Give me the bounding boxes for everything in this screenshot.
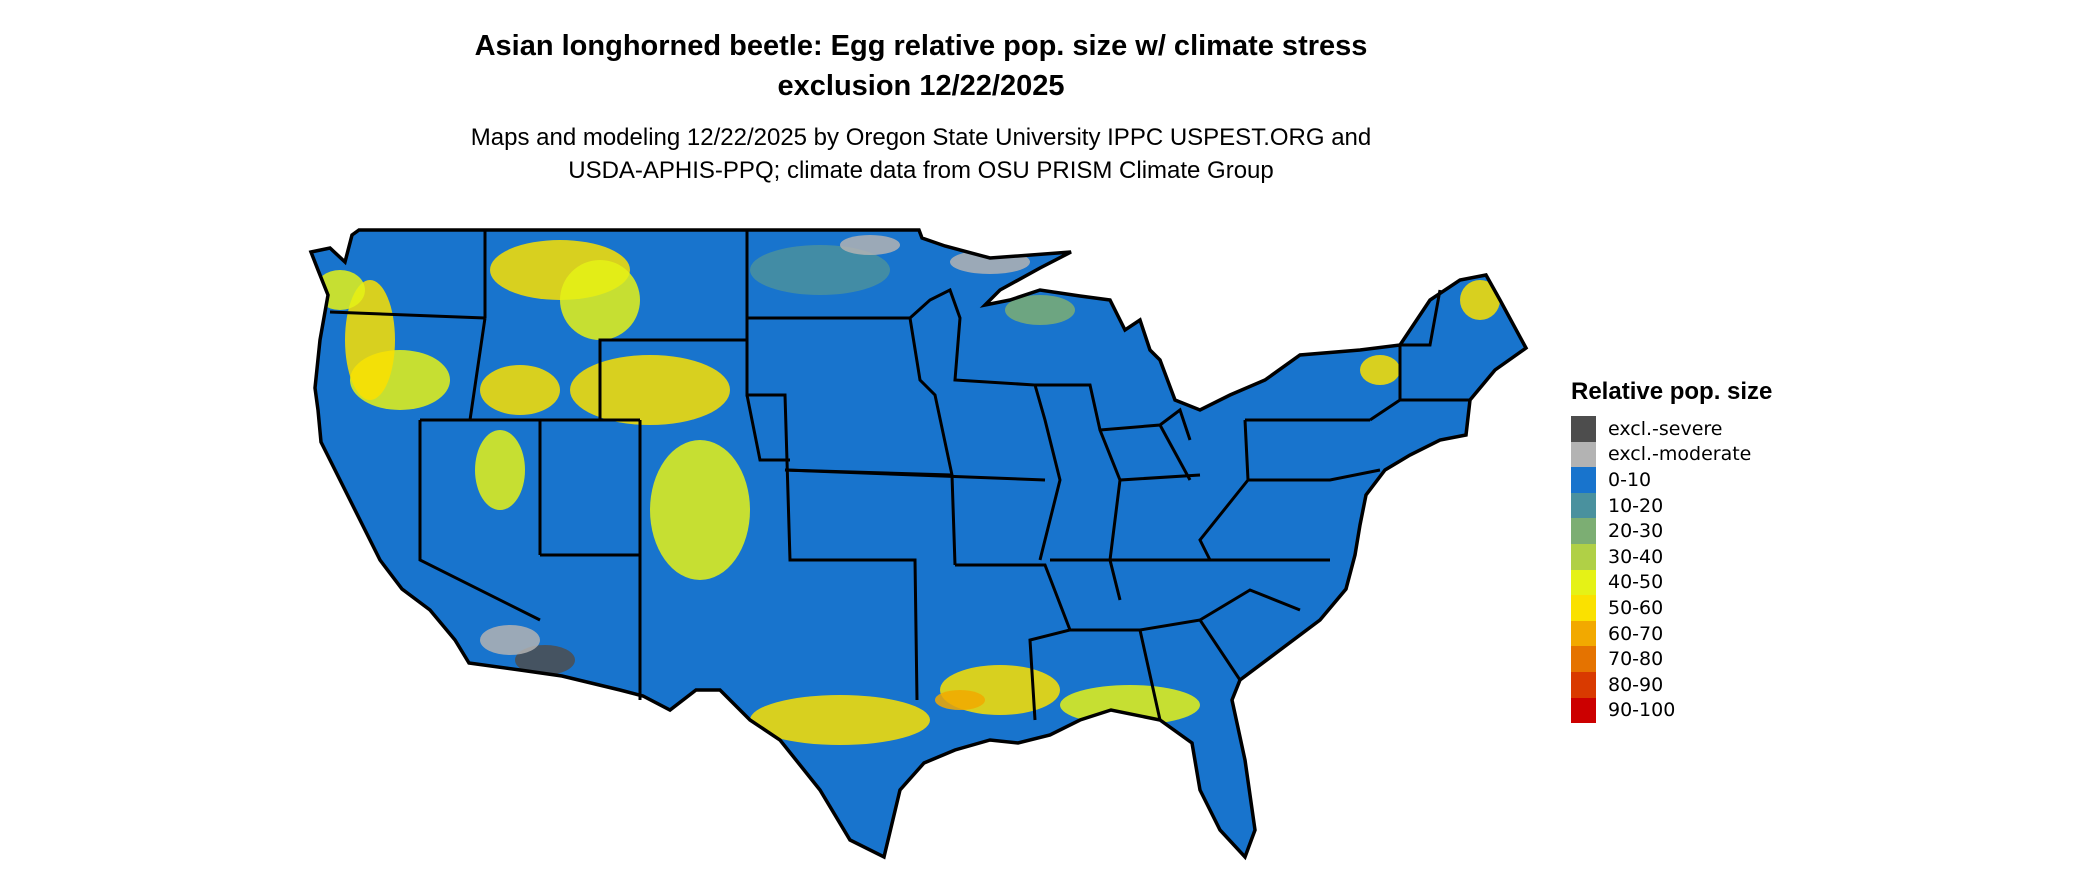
patch-40-50 bbox=[315, 270, 365, 310]
legend-item: 10-20 bbox=[1571, 492, 1772, 519]
map-title-line1: Asian longhorned beetle: Egg relative po… bbox=[474, 30, 1368, 62]
map-title-line2: exclusion 12/22/2025 bbox=[777, 70, 1065, 102]
legend-title: Relative pop. size bbox=[1571, 378, 1773, 405]
patch-excl.-moderate bbox=[480, 625, 540, 655]
legend-swatch bbox=[1571, 569, 1596, 596]
patch-60-70 bbox=[935, 690, 985, 710]
state-border bbox=[784, 468, 1046, 482]
legend-swatch bbox=[1571, 697, 1596, 724]
patch-50-60 bbox=[750, 695, 930, 745]
state-border bbox=[745, 340, 919, 701]
subtitle-line1: Maps and modeling 12/22/2025 by Oregon S… bbox=[470, 124, 1372, 151]
patch-excl.-moderate bbox=[840, 235, 900, 255]
legend-swatch bbox=[1571, 467, 1596, 493]
legend-item: 80-90 bbox=[1571, 671, 1772, 698]
legend-item: 30-40 bbox=[1571, 543, 1772, 570]
legend-swatch bbox=[1571, 543, 1596, 570]
state-border bbox=[1199, 588, 1301, 622]
subtitle-line2: USDA-APHIS-PPQ; climate data from OSU PR… bbox=[568, 157, 1274, 184]
state-border bbox=[1099, 407, 1192, 441]
legend-label: 0-10 bbox=[1608, 468, 1652, 491]
patch-50-60 bbox=[345, 280, 395, 400]
legend-label: 90-100 bbox=[1608, 699, 1676, 722]
legend-swatch bbox=[1571, 492, 1596, 519]
legend-item: 40-50 bbox=[1571, 569, 1772, 596]
patch-40-50 bbox=[650, 440, 750, 580]
legend-item: excl.-moderate bbox=[1571, 441, 1772, 468]
state-border bbox=[418, 420, 541, 622]
legend-label: 20-30 bbox=[1608, 520, 1664, 543]
us-land-0-10 bbox=[311, 230, 1526, 857]
legend-swatch bbox=[1571, 620, 1596, 647]
state-borders bbox=[329, 230, 1470, 721]
patch-50-60 bbox=[1360, 355, 1400, 385]
legend-item: excl.-severe bbox=[1571, 416, 1772, 442]
legend-swatch bbox=[1571, 595, 1596, 621]
legend-label: 50-60 bbox=[1608, 596, 1664, 619]
legend-item: 90-100 bbox=[1571, 697, 1772, 724]
legend-label: 30-40 bbox=[1608, 545, 1664, 568]
patch-excl.-severe bbox=[515, 645, 575, 675]
patch-40-50 bbox=[560, 260, 640, 340]
legend-label: 60-70 bbox=[1608, 622, 1664, 645]
state-border bbox=[329, 310, 486, 320]
legend-label: excl.-moderate bbox=[1608, 443, 1752, 466]
legend: Relative pop. size excl.-severe excl.-mod… bbox=[1571, 378, 1773, 724]
legend-swatch bbox=[1571, 441, 1596, 468]
legend-label: 10-20 bbox=[1608, 494, 1664, 517]
suitability-patches bbox=[315, 235, 1500, 745]
patch-excl.-moderate bbox=[950, 250, 1030, 274]
legend-item: 70-80 bbox=[1571, 646, 1772, 672]
state-border bbox=[908, 317, 957, 566]
state-border bbox=[745, 394, 790, 462]
state-border bbox=[1400, 289, 1442, 347]
us-outline bbox=[308, 228, 1529, 861]
legend-label: 40-50 bbox=[1608, 571, 1664, 594]
patch-50-60 bbox=[1460, 280, 1500, 320]
state-border bbox=[1198, 479, 1250, 561]
patch-50-60 bbox=[570, 355, 730, 425]
legend-label: excl.-severe bbox=[1608, 417, 1723, 440]
state-border bbox=[1158, 424, 1192, 481]
patch-20-30 bbox=[1005, 295, 1075, 325]
patch-40-50 bbox=[475, 430, 525, 510]
legend-label: 70-80 bbox=[1608, 648, 1664, 671]
patch-10-20 bbox=[750, 245, 890, 295]
legend-label: 80-90 bbox=[1608, 673, 1664, 696]
legend-item: 0-10 bbox=[1571, 467, 1772, 493]
legend-swatch bbox=[1571, 518, 1596, 544]
legend-swatch bbox=[1571, 671, 1596, 698]
legend-item: 20-30 bbox=[1571, 518, 1772, 544]
legend-item: 60-70 bbox=[1571, 620, 1772, 647]
legend-item: 50-60 bbox=[1571, 595, 1772, 621]
state-border bbox=[1243, 419, 1381, 482]
state-border bbox=[908, 287, 1062, 561]
legend-swatch bbox=[1571, 646, 1596, 672]
patch-50-60 bbox=[480, 365, 560, 415]
legend-swatch bbox=[1571, 416, 1596, 442]
